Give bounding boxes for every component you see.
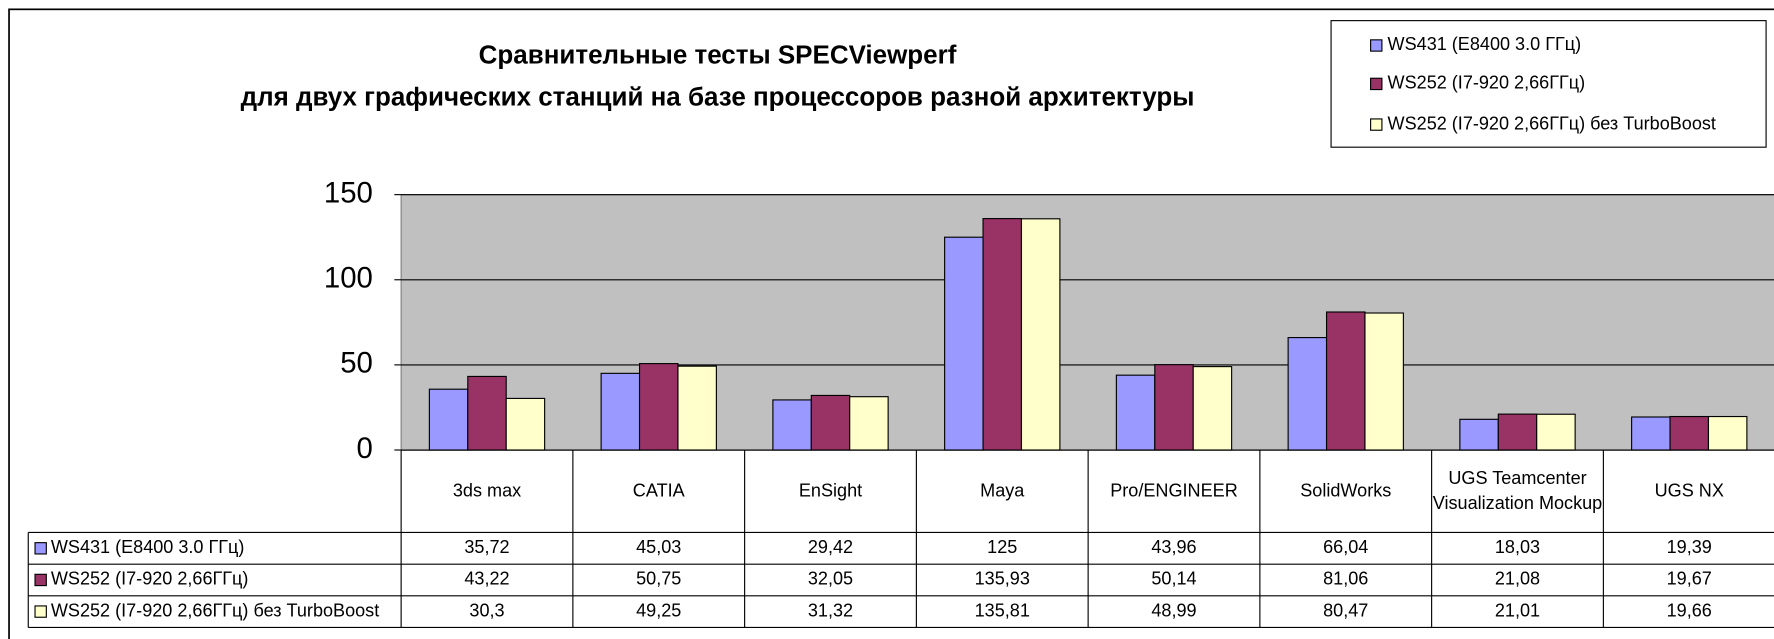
table-value: 43,22 bbox=[464, 569, 509, 589]
x-tick-label-box: 3ds max bbox=[452, 481, 522, 501]
legend-label: WS252 (I7-920 2,66ГГц) без TurboBoost bbox=[1388, 113, 1716, 133]
table-value: 43,96 bbox=[1151, 537, 1196, 557]
x-tick-label: UGS Teamcenter Visualization Mockup bbox=[1432, 468, 1603, 513]
table-series-name: WS431 (E8400 3.0 ГГц) bbox=[51, 537, 245, 557]
x-tick-label: Maya bbox=[980, 481, 1025, 501]
bar bbox=[849, 396, 889, 451]
bar bbox=[638, 363, 679, 451]
bar bbox=[1497, 413, 1538, 451]
table-legend-key bbox=[34, 542, 47, 555]
legend-label: WS431 (E8400 3.0 ГГц) bbox=[1388, 34, 1582, 54]
chart-subtitle: для двух графических станций на базе про… bbox=[241, 81, 1195, 111]
x-tick-label: CATIA bbox=[632, 481, 685, 501]
table-value: 30,3 bbox=[469, 600, 504, 620]
bar bbox=[810, 394, 851, 451]
table-value: 50,14 bbox=[1151, 569, 1196, 589]
bar bbox=[1707, 415, 1748, 451]
table-value: 125 bbox=[987, 537, 1017, 557]
table-value: 49,25 bbox=[636, 600, 681, 620]
bar bbox=[1459, 418, 1499, 451]
table-value: 48,99 bbox=[1151, 600, 1196, 620]
bar bbox=[944, 236, 984, 451]
bar bbox=[1325, 311, 1366, 451]
table-value: 21,08 bbox=[1495, 569, 1540, 589]
table-value: 80,47 bbox=[1323, 600, 1368, 620]
bar bbox=[1154, 364, 1194, 451]
x-tick-label: EnSight bbox=[798, 481, 863, 501]
table-value: 18,03 bbox=[1495, 537, 1540, 557]
table-legend-key bbox=[34, 605, 47, 618]
bar bbox=[1536, 413, 1576, 451]
y-tick-label: 0 bbox=[357, 432, 373, 465]
x-tick-label-box: UGS NX bbox=[1654, 481, 1724, 501]
y-tick-label: 100 bbox=[324, 262, 373, 295]
bar bbox=[1631, 416, 1671, 451]
table-value: 135,93 bbox=[975, 569, 1030, 589]
x-tick-label: SolidWorks bbox=[1300, 481, 1392, 501]
table-value: 19,66 bbox=[1667, 600, 1712, 620]
legend-key bbox=[1370, 77, 1383, 91]
x-tick-label-box: Pro/ENGINEER bbox=[1110, 481, 1238, 501]
y-tick-label: 50 bbox=[340, 347, 373, 380]
table-series-name: WS252 (I7-920 2,66ГГц) bbox=[51, 569, 249, 589]
bar bbox=[467, 375, 507, 451]
bar bbox=[677, 365, 717, 451]
bar bbox=[1364, 312, 1404, 451]
bar bbox=[982, 218, 1023, 451]
table-value: 29,42 bbox=[808, 537, 853, 557]
bar bbox=[1669, 415, 1710, 451]
table-series-name: WS252 (I7-920 2,66ГГц) без TurboBoost bbox=[51, 600, 379, 620]
bar bbox=[772, 399, 812, 451]
x-tick-label: UGS NX bbox=[1654, 481, 1724, 501]
bar bbox=[505, 397, 546, 451]
y-tick-label: 150 bbox=[324, 176, 373, 209]
x-tick-label-box: CATIA bbox=[632, 481, 685, 501]
bar bbox=[600, 372, 641, 451]
table-value: 135,81 bbox=[975, 600, 1030, 620]
bar bbox=[1192, 366, 1233, 451]
table-value: 35,72 bbox=[464, 537, 509, 557]
x-tick-label-box: UGS Teamcenter Visualization Mockup bbox=[1432, 468, 1603, 513]
table-value: 32,05 bbox=[808, 569, 853, 589]
bar bbox=[428, 388, 469, 451]
x-tick-label-box: EnSight bbox=[798, 481, 863, 501]
legend-label: WS252 (I7-920 2,66ГГц) bbox=[1388, 73, 1586, 93]
table-legend-key bbox=[34, 573, 47, 587]
legend-key bbox=[1370, 39, 1383, 52]
table-value: 21,01 bbox=[1495, 600, 1540, 620]
x-tick-label-box: SolidWorks bbox=[1300, 481, 1392, 501]
bar bbox=[1115, 374, 1156, 451]
table-value: 19,67 bbox=[1667, 569, 1712, 589]
bar bbox=[1287, 337, 1328, 451]
table-value: 66,04 bbox=[1323, 537, 1368, 557]
table-value: 50,75 bbox=[636, 569, 681, 589]
chart-title: Сравнительные тесты SPECViewperf bbox=[479, 40, 957, 70]
legend-box bbox=[1330, 20, 1767, 148]
table-value: 19,39 bbox=[1667, 537, 1712, 557]
bar bbox=[1020, 218, 1061, 451]
x-tick-label: 3ds max bbox=[452, 481, 522, 501]
legend-key bbox=[1370, 118, 1383, 131]
table-value: 45,03 bbox=[636, 537, 681, 557]
table-value: 81,06 bbox=[1323, 569, 1368, 589]
x-tick-label-box: Maya bbox=[980, 481, 1025, 501]
table-value: 31,32 bbox=[808, 600, 853, 620]
x-tick-label: Pro/ENGINEER bbox=[1110, 481, 1238, 501]
